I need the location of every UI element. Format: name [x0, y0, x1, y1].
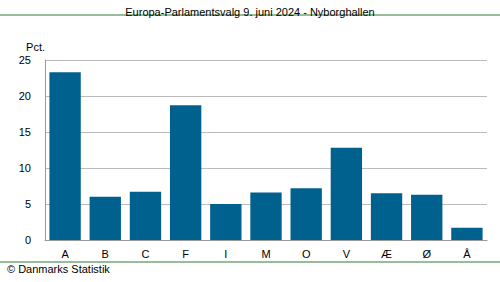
svg-text:I: I	[224, 248, 227, 260]
svg-text:A: A	[61, 248, 69, 260]
svg-text:Å: Å	[463, 248, 471, 260]
svg-text:V: V	[343, 248, 351, 260]
svg-text:B: B	[102, 248, 109, 260]
svg-text:Pct.: Pct.	[26, 41, 45, 53]
svg-text:M: M	[261, 248, 270, 260]
svg-text:C: C	[141, 248, 149, 260]
svg-text:5: 5	[25, 198, 31, 210]
svg-text:Europa-Parlamentsvalg 9. juni: Europa-Parlamentsvalg 9. juni 2024 - Nyb…	[125, 6, 374, 18]
svg-text:15: 15	[19, 126, 31, 138]
svg-text:F: F	[182, 248, 189, 260]
svg-text:25: 25	[19, 54, 31, 66]
svg-text:© Danmarks Statistik: © Danmarks Statistik	[7, 263, 110, 275]
svg-text:0: 0	[25, 234, 31, 246]
svg-text:20: 20	[19, 90, 31, 102]
svg-text:10: 10	[19, 162, 31, 174]
svg-text:O: O	[302, 248, 311, 260]
svg-text:Ø: Ø	[422, 248, 431, 260]
svg-text:Æ: Æ	[381, 248, 392, 260]
